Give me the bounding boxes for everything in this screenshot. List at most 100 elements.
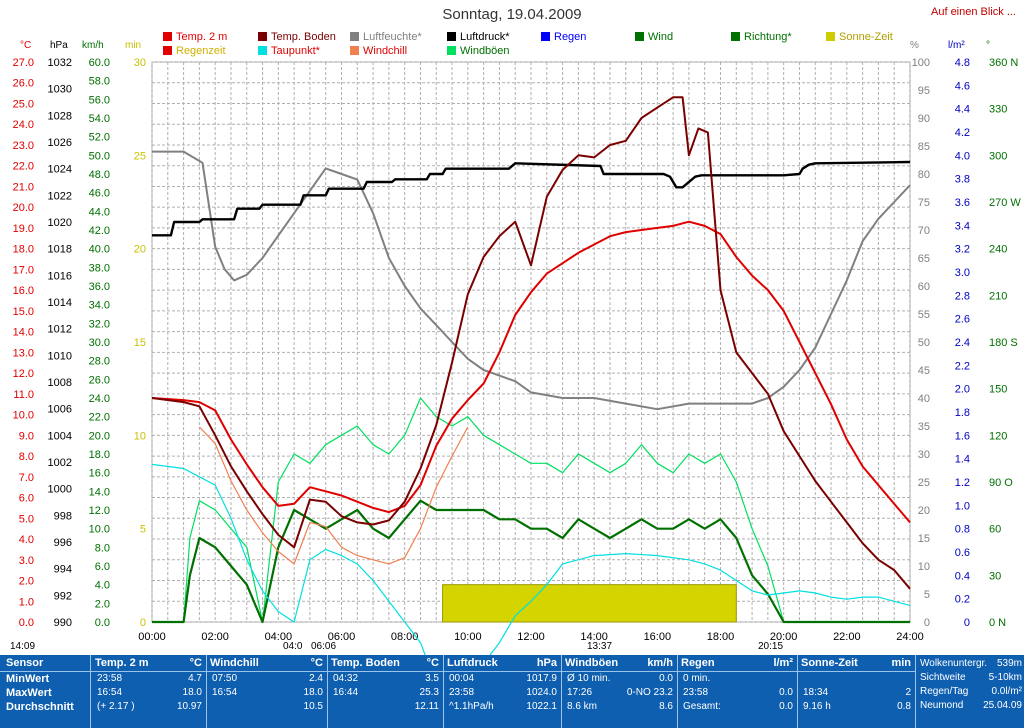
column-unit: hPa (536, 657, 557, 669)
tick-direction: 0 N (989, 617, 1006, 629)
tick-temp: 6.0 (19, 493, 34, 505)
cell-time: Ø 10 min. (567, 673, 611, 684)
tick-x: 10:00 (454, 631, 482, 643)
table-column-header: Sonne-Zeit min (797, 655, 915, 672)
tick-rain: 2.6 (955, 314, 970, 326)
tick-minutes: 10 (134, 430, 146, 442)
tick-temp: 13.0 (13, 347, 34, 359)
cell-time: 18:34 (803, 687, 829, 698)
series-line-luftfeuchte (152, 150, 911, 411)
tick-wind: 20.0 (89, 430, 110, 442)
tick-pressure: 990 (54, 617, 72, 629)
cell-time: 00:04 (449, 673, 475, 684)
table-cell-row: 0 min. (677, 672, 797, 686)
info-value: 5-10km (988, 672, 1022, 683)
tick-rain: 0.2 (955, 594, 970, 606)
cell-value: 1024.0 (526, 687, 557, 698)
cell-value: 18.0 (303, 687, 323, 698)
info-label: Neumond (920, 700, 964, 711)
tick-rain: 0.4 (955, 570, 970, 582)
tick-wind: 60.0 (89, 57, 110, 69)
tick-minutes: 5 (140, 524, 146, 536)
cell-time: 07:50 (212, 673, 238, 684)
table-cell-row: 16:54 18.0 (91, 686, 206, 700)
tick-temp: 18.0 (13, 244, 34, 256)
legend-label: Luftfeuchte* (363, 31, 422, 43)
legend-item: Luftdruck* (447, 31, 510, 43)
cell-value: 4.7 (188, 673, 202, 684)
tick-wind: 44.0 (89, 206, 110, 218)
tick-direction: 240 (989, 244, 1007, 256)
table-column: Windchill °C 07:50 2.4 16:54 18.0 10.5 (206, 655, 328, 728)
tick-pressure: 994 (54, 564, 72, 576)
cell-time: Gesamt: (683, 701, 721, 712)
table-cell-row: Gesamt: 0.0 (677, 700, 797, 714)
series-line-temp-2-m (151, 220, 911, 524)
table-cell-row: 16:54 18.0 (206, 686, 327, 700)
column-unit: l/m² (773, 657, 793, 669)
tick-wind: 6.0 (95, 561, 110, 573)
tick-wind: 8.0 (95, 542, 110, 554)
tick-x: 12:00 (517, 631, 545, 643)
tick-wind: 4.0 (95, 580, 110, 592)
tick-rain: 1.2 (955, 477, 970, 489)
tick-temp: 17.0 (13, 264, 34, 276)
tick-pressure: 1024 (48, 164, 72, 176)
tick-rain: 3.6 (955, 197, 970, 209)
tick-temp: 21.0 (13, 181, 34, 193)
tick-direction: 150 (989, 384, 1007, 396)
time-marker-sunset: 20:15 (758, 641, 784, 652)
series-line-temp-boden (151, 96, 911, 590)
tick-pressure: 1028 (48, 110, 72, 122)
tick-humidity: 10 (918, 561, 930, 573)
axis-unit-rain: l/m² (948, 40, 965, 51)
tick-humidity: 50 (918, 337, 930, 349)
tick-direction: 270 W (989, 197, 1021, 209)
sun-time-bar (442, 584, 737, 623)
tick-temp: 0.0 (19, 617, 34, 629)
legend-item: Taupunkt* (258, 45, 320, 57)
legend-label: Taupunkt* (271, 45, 320, 57)
cell-value: 2 (905, 687, 911, 698)
cell-value: 0.0 (779, 687, 793, 698)
tick-rain: 3.4 (955, 220, 970, 232)
column-unit: °C (310, 657, 323, 669)
cell-value: 2.4 (309, 673, 323, 684)
tick-rain: 0.6 (955, 547, 970, 559)
overview-link[interactable]: Auf einen Blick ... (931, 6, 1016, 18)
tick-wind: 40.0 (89, 244, 110, 256)
table-cell-row: 10.5 (206, 700, 327, 714)
cell-time: 23:58 (97, 673, 123, 684)
tick-x: 16:00 (644, 631, 672, 643)
tick-direction: 120 (989, 430, 1007, 442)
table-cell-row: 23:58 0.0 (677, 686, 797, 700)
column-title: Regen (681, 657, 715, 669)
cell-time: 23:58 (449, 687, 475, 698)
tick-x: 00:00 (138, 631, 166, 643)
tick-temp: 4.0 (19, 534, 34, 546)
tick-wind: 42.0 (89, 225, 110, 237)
tick-pressure: 1026 (48, 137, 72, 149)
tick-x: 06:00 (328, 631, 356, 643)
cell-value: 0.0 (779, 701, 793, 712)
cell-value: 1017.9 (526, 673, 557, 684)
cell-time: 04:32 (333, 673, 359, 684)
table-column-header: Windböen km/h (561, 655, 677, 672)
tick-humidity: 25 (918, 477, 930, 489)
cell-time: 16:54 (212, 687, 238, 698)
legend-label: Temp. Boden (271, 31, 336, 43)
cell-time: 0 min. (683, 673, 711, 684)
info-row: Wolkenuntergr. 539m (918, 657, 1024, 671)
legend-swatch (163, 46, 172, 55)
column-unit: min (891, 657, 911, 669)
table-cell-row: Ø 10 min. 0.0 (561, 672, 677, 686)
axis-unit-humidity: % (910, 40, 919, 51)
tick-temp: 7.0 (19, 472, 34, 484)
column-title: Temp. 2 m (95, 657, 149, 669)
tick-wind: 52.0 (89, 132, 110, 144)
tick-rain: 0 (964, 617, 970, 629)
tick-temp: 10.0 (13, 410, 34, 422)
series-line-wind (152, 499, 910, 624)
tick-rain: 4.2 (955, 127, 970, 139)
tick-rain: 2.8 (955, 290, 970, 302)
